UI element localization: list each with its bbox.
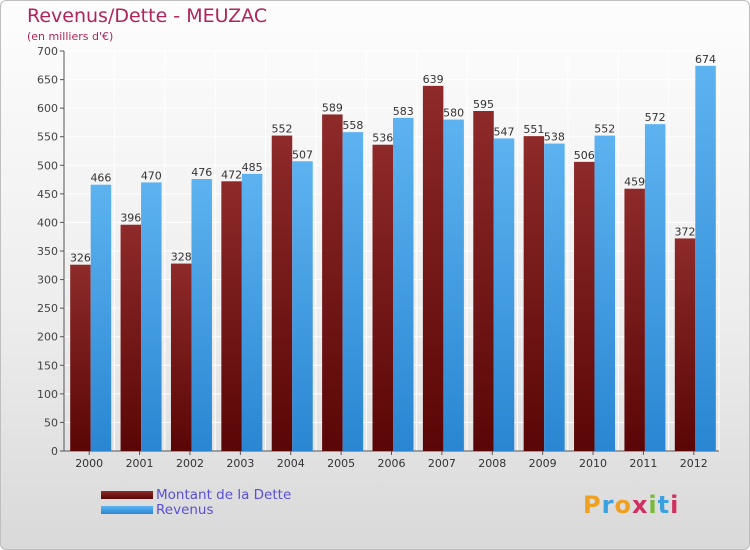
bar-dette-2000 [70,264,91,451]
x-tick-label-2005: 2005 [327,457,355,470]
bar-revenus-2011 [644,124,666,452]
bar-dette-2006 [372,144,393,451]
brand-letter: P [583,491,602,519]
y-tick-label: 550 [37,131,58,144]
value-label-revenus-2008: 547 [494,125,515,138]
bar-dette-2005 [322,114,343,451]
bar-dette-2012 [674,238,696,451]
brand-letter: i [648,491,658,519]
y-tick-label: 200 [37,331,58,344]
value-label-dette-2004: 552 [271,123,292,136]
chart-title: Revenus/Dette - MEUZAC [27,5,268,27]
value-label-dette-2001: 396 [120,212,141,225]
legend-swatch-dette [101,491,153,499]
y-tick-label: 700 [37,45,58,58]
bars [70,65,716,452]
x-tick-label-2000: 2000 [75,457,103,470]
value-label-revenus-2000: 466 [90,172,111,185]
value-label-revenus-2002: 476 [191,166,212,179]
value-label-dette-2003: 472 [221,168,242,181]
value-label-revenus-2001: 470 [141,169,162,182]
y-tick-label: 500 [37,159,58,172]
value-label-dette-2008: 595 [473,98,494,111]
bar-dette-2008 [473,111,494,451]
brand-logo: Proxiti [583,491,679,519]
value-label-revenus-2012: 674 [695,53,716,66]
bar-dette-2002 [170,263,192,451]
value-label-dette-2007: 639 [423,73,444,86]
y-tick-label: 300 [37,274,58,287]
value-label-revenus-2011: 572 [645,111,666,124]
bar-revenus-2005 [342,132,364,451]
bar-revenus-2007 [443,119,464,452]
y-tick-label: 400 [37,216,58,229]
legend-swatch-revenus [101,506,153,514]
y-tick-label: 150 [37,359,58,372]
value-label-dette-2009: 551 [523,123,544,136]
x-tick-label-2008: 2008 [478,457,506,470]
x-tick-label-2011: 2011 [629,457,657,470]
bar-revenus-2010 [594,135,616,452]
brand-letter: t [657,491,671,519]
x-tick-label-2006: 2006 [378,457,406,470]
x-tick-label-2001: 2001 [126,457,154,470]
bar-dette-2009 [523,136,545,451]
bar-revenus-2000 [90,184,112,451]
value-label-dette-2012: 372 [675,225,696,238]
legend-label-dette: Montant de la Dette [156,487,292,503]
x-axis: 2000 2001 2002 2003 2004 2005 2006 2007 2008 2009… [75,451,708,470]
value-label-revenus-2009: 538 [544,131,565,144]
bar-revenus-2004 [292,161,313,452]
legend-label-revenus: Revenus [156,502,214,518]
value-label-revenus-2005: 558 [342,119,363,132]
bar-dette-2004 [271,135,293,452]
y-tick-label: 350 [37,245,58,258]
bar-dette-2003 [221,181,242,452]
x-tick-label-2002: 2002 [176,457,204,470]
bar-revenus-2012 [695,65,716,451]
y-tick-label: 450 [37,188,58,201]
y-tick-label: 100 [37,388,58,401]
bar-revenus-2006 [393,117,414,451]
y-tick-label: 0 [51,445,58,458]
brand-letter: o [614,491,632,519]
value-label-dette-2006: 536 [372,132,393,145]
bar-revenus-2008 [493,138,515,451]
x-tick-label-2007: 2007 [428,457,456,470]
bar-dette-2001 [120,224,142,451]
bar-revenus-2001 [141,182,162,451]
brand-letter: r [601,491,615,519]
value-label-dette-2010: 506 [574,149,595,162]
y-tick-label: 650 [37,74,58,87]
x-tick-label-2012: 2012 [680,457,708,470]
value-label-dette-2005: 589 [322,101,343,114]
bar-dette-2011 [624,188,645,451]
y-tick-label: 50 [44,416,58,429]
bar-revenus-2009 [544,143,565,452]
x-tick-label-2009: 2009 [529,457,557,470]
bar-revenus-2003 [241,173,263,451]
x-tick-label-2004: 2004 [277,457,305,470]
value-label-revenus-2006: 583 [393,105,414,118]
bar-revenus-2002 [191,179,212,451]
value-label-dette-2011: 459 [624,176,645,189]
bar-dette-2010 [574,161,595,451]
value-label-dette-2002: 328 [171,251,192,264]
value-label-dette-2000: 326 [70,252,91,265]
value-label-revenus-2010: 552 [594,123,615,136]
chart-subtitle: (en milliers d'€) [27,30,114,43]
y-tick-label: 600 [37,102,58,115]
value-label-revenus-2004: 507 [292,148,313,161]
x-tick-label-2003: 2003 [226,457,254,470]
brand-letter: x [631,491,649,519]
y-tick-label: 250 [37,302,58,315]
value-label-revenus-2007: 580 [443,107,464,120]
bar-chart: 0 50 100 150 200 250 300 350 400 450 500 550 600 650 7… [37,45,720,470]
bar-dette-2007 [422,85,444,451]
brand-letter: i [670,491,680,519]
value-label-revenus-2003: 485 [242,161,263,174]
x-tick-label-2010: 2010 [579,457,607,470]
